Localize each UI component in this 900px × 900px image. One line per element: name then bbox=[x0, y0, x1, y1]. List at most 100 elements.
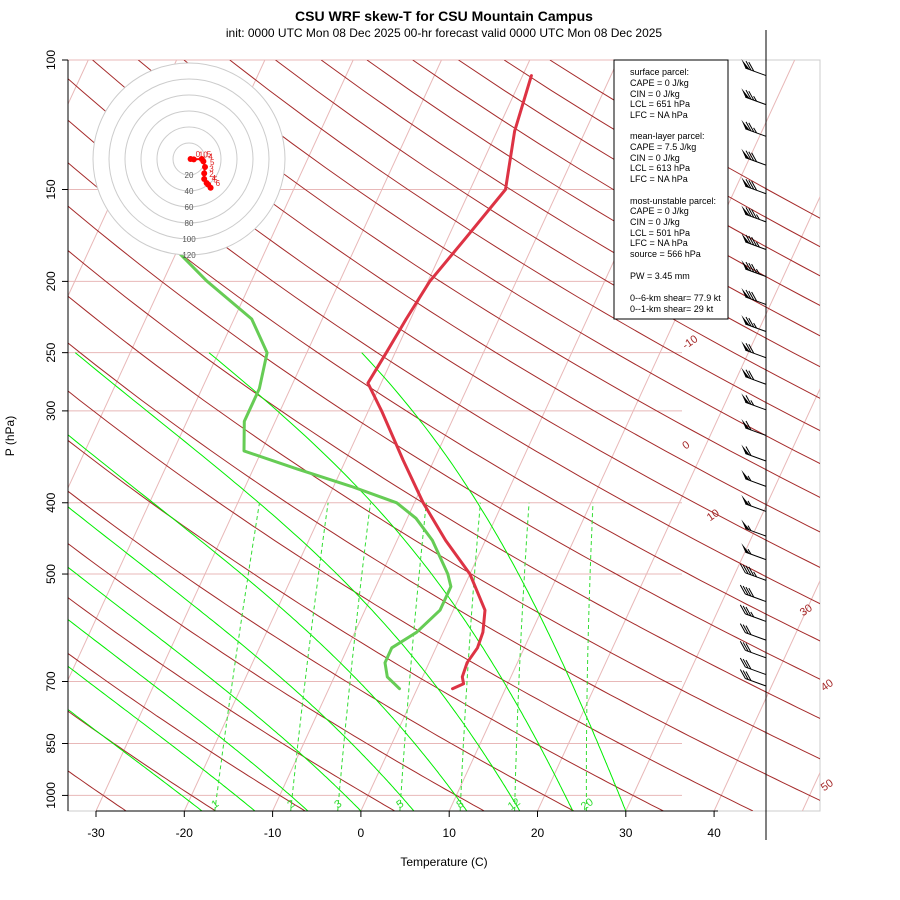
wind-barb bbox=[741, 287, 767, 305]
dry-adiabat-line bbox=[68, 119, 820, 605]
wind-barb bbox=[739, 641, 767, 659]
wind-barb-shaft bbox=[745, 96, 767, 106]
wind-barb-flag bbox=[751, 152, 758, 162]
wind-barb-half-flag bbox=[753, 95, 758, 102]
wind-barb-flag bbox=[745, 643, 752, 653]
wind-barb-flag bbox=[748, 151, 755, 161]
shear-0-6km: 0--6-km shear= 77.9 kt bbox=[630, 293, 721, 303]
wind-barb-shaft bbox=[745, 572, 767, 581]
mixing-ratio-label: 1 bbox=[209, 798, 221, 811]
temperature-tick-label: -30 bbox=[87, 826, 105, 840]
dry-adiabat-line bbox=[275, 60, 820, 399]
wind-barb-shaft bbox=[745, 551, 767, 561]
temperature-tick-label: 10 bbox=[443, 826, 457, 840]
mixing-ratio-lines bbox=[214, 502, 594, 811]
wind-barb-flag bbox=[745, 150, 752, 160]
moist-adiabat-line bbox=[208, 352, 574, 811]
dry-adiabat-line bbox=[68, 295, 820, 760]
wind-barb bbox=[741, 260, 767, 278]
hodograph-point-label: 2 bbox=[209, 170, 214, 179]
chart-title: CSU WRF skew-T for CSU Mountain Campus bbox=[295, 8, 593, 24]
wind-barb-flag bbox=[742, 624, 749, 634]
wind-barb-pennant bbox=[741, 341, 751, 352]
dry-adiabat-line bbox=[68, 543, 485, 811]
wind-barb-pennant bbox=[741, 367, 751, 379]
pressure-tick-label: 400 bbox=[44, 492, 58, 512]
pressure-tick-label: 250 bbox=[44, 342, 58, 362]
wind-barb bbox=[741, 341, 767, 359]
temperature-tick-label: -10 bbox=[264, 826, 282, 840]
wind-barb-shaft bbox=[745, 349, 767, 359]
wind-barb-pennant bbox=[741, 444, 751, 456]
wind-barb-flag bbox=[748, 180, 755, 190]
mu-cape: CAPE = 0 J/kg bbox=[630, 206, 689, 216]
mixing-ratio-label: 12 bbox=[506, 796, 523, 813]
wind-barb-pennant bbox=[741, 260, 751, 271]
hodograph-ring bbox=[92, 62, 286, 256]
mixing-ratio-line bbox=[399, 502, 427, 811]
wind-barb-flag bbox=[745, 671, 752, 681]
hodograph-ring-label: 60 bbox=[185, 203, 194, 212]
surface-cin: CIN = 0 J/kg bbox=[630, 89, 680, 99]
dry-adiabat-line bbox=[68, 205, 820, 680]
wind-barb-flag bbox=[745, 446, 752, 456]
wind-barb-half-flag bbox=[755, 241, 760, 248]
mixing-ratio-label: 8 bbox=[454, 798, 466, 811]
wind-barb bbox=[741, 418, 767, 436]
y-axis-label: P (hPa) bbox=[3, 416, 17, 456]
dry-adiabat-lines bbox=[68, 60, 820, 811]
wind-barb-shaft bbox=[745, 613, 767, 622]
chart-subtitle: init: 0000 UTC Mon 08 Dec 2025 00-hr for… bbox=[226, 26, 663, 40]
hodograph-point bbox=[190, 156, 197, 163]
wind-barbs bbox=[739, 59, 767, 687]
wind-barb-flag bbox=[748, 61, 755, 72]
wind-barb-half-flag bbox=[753, 127, 758, 134]
wind-barb bbox=[739, 604, 767, 622]
wind-barb-flag bbox=[742, 564, 749, 575]
wind-barb bbox=[739, 657, 767, 676]
moist-adiabat-line bbox=[74, 352, 521, 811]
wind-barb-half-flag bbox=[747, 525, 752, 531]
wind-barb-flag bbox=[745, 342, 752, 353]
surface-parcel-header: surface parcel: bbox=[630, 67, 689, 77]
wind-barb-flag bbox=[745, 234, 752, 245]
wind-barb-half-flag bbox=[747, 500, 752, 507]
wind-barb-flag bbox=[748, 90, 755, 101]
isotherm-line bbox=[801, 771, 820, 811]
wind-barb bbox=[741, 469, 767, 487]
dry-adiabat-line bbox=[68, 710, 216, 811]
wind-barb-half-flag bbox=[755, 268, 760, 275]
mu-cin: CIN = 0 J/kg bbox=[630, 217, 680, 227]
hodograph-point-label: 5 bbox=[213, 176, 218, 185]
wind-barb bbox=[739, 623, 767, 641]
wind-barb bbox=[741, 119, 767, 137]
wind-barb-shaft bbox=[745, 296, 767, 305]
hodograph-point-label: 6 bbox=[216, 179, 221, 188]
wind-barb-pennant bbox=[741, 287, 751, 299]
wind-barb-half-flag bbox=[747, 548, 752, 555]
pressure-tick-label: 1000 bbox=[44, 782, 58, 809]
stats-box: surface parcel: CAPE = 0 J/kg CIN = 0 J/… bbox=[613, 59, 729, 320]
hodograph-ring-label: 80 bbox=[185, 219, 194, 228]
wind-barb-shaft bbox=[745, 593, 767, 603]
temperature-tick-label: -20 bbox=[176, 826, 194, 840]
wind-barb-flag bbox=[745, 369, 752, 380]
wind-barb-pennant bbox=[741, 232, 751, 244]
mixed-cin: CIN = 0 J/kg bbox=[630, 153, 680, 163]
dry-adiabat-label: 40 bbox=[819, 677, 836, 694]
hodograph-point bbox=[200, 158, 207, 165]
hodograph-point bbox=[207, 184, 214, 191]
hodograph-point-label: 10 bbox=[199, 150, 208, 159]
wind-barb-shaft bbox=[745, 478, 767, 487]
wind-barb bbox=[739, 584, 767, 603]
wind-barb-half-flag bbox=[753, 571, 758, 578]
wind-barb bbox=[741, 393, 767, 411]
temperature-profile-line bbox=[366, 74, 533, 691]
temperature-tick-label: 0 bbox=[358, 826, 365, 840]
surface-lcl: LCL = 651 hPa bbox=[630, 99, 690, 109]
pressure-axis: 100 150 200 250 300 400 500 700 850 1000 bbox=[44, 50, 69, 811]
hodograph-point bbox=[202, 164, 208, 170]
wind-barb-pennant bbox=[741, 205, 751, 217]
